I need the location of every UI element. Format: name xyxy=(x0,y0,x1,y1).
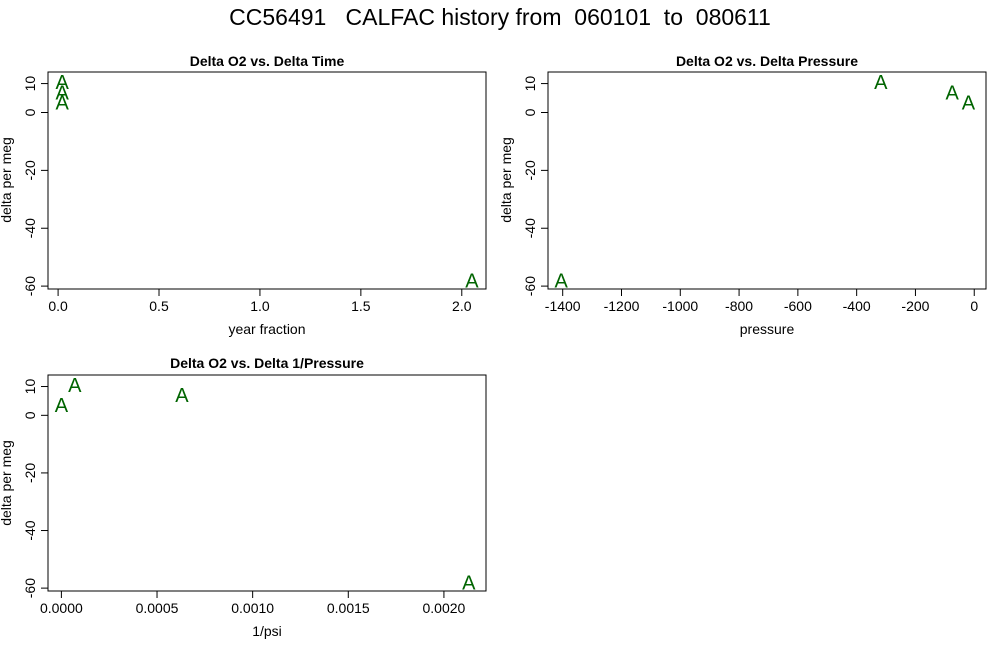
x-tick-label: 2.0 xyxy=(452,298,472,314)
data-point: A xyxy=(68,375,82,397)
y-tick-label: 0 xyxy=(522,108,538,116)
y-tick-label: -40 xyxy=(22,520,38,540)
data-point: A xyxy=(55,395,69,417)
plot-frame xyxy=(47,374,487,592)
y-tick-label: -60 xyxy=(22,276,38,296)
y-tick-label: -60 xyxy=(522,276,538,296)
x-tick-label: -400 xyxy=(843,298,871,314)
plot-frame xyxy=(547,71,987,290)
x-tick-label: 0.0000 xyxy=(40,600,83,616)
y-tick-label: -20 xyxy=(522,160,538,180)
x-tick-label: 0.0015 xyxy=(327,600,370,616)
chart-title: Delta O2 vs. Delta 1/Pressure xyxy=(170,355,364,371)
x-tick-label: 0.0010 xyxy=(231,600,274,616)
y-tick-label: -20 xyxy=(22,463,38,483)
data-point: A xyxy=(555,270,569,292)
x-tick-label: -200 xyxy=(901,298,929,314)
x-axis-label: year fraction xyxy=(228,321,305,337)
page-title: CC56491 CALFAC history from 060101 to 08… xyxy=(229,4,771,30)
y-axis-label: delta per meg xyxy=(0,137,14,223)
y-tick-label: -40 xyxy=(522,218,538,238)
data-point: A xyxy=(946,82,960,104)
x-tick-label: 0.0005 xyxy=(136,600,179,616)
x-axis-label: 1/psi xyxy=(252,623,282,639)
chart-title: Delta O2 vs. Delta Time xyxy=(190,53,345,69)
y-tick-label: -20 xyxy=(22,160,38,180)
data-point: A xyxy=(175,385,189,407)
x-tick-label: -800 xyxy=(725,298,753,314)
y-tick-label: 0 xyxy=(22,411,38,419)
y-tick-label: 10 xyxy=(22,379,38,395)
y-axis-label: delta per meg xyxy=(0,440,14,526)
x-tick-label: 0 xyxy=(970,298,978,314)
data-point: A xyxy=(55,92,69,114)
chart-title: Delta O2 vs. Delta Pressure xyxy=(676,53,858,69)
x-tick-label: 0.0020 xyxy=(423,600,466,616)
y-axis-label: delta per meg xyxy=(498,137,514,223)
data-point: A xyxy=(55,72,69,94)
data-point: A xyxy=(462,572,476,594)
x-tick-label: -1200 xyxy=(604,298,640,314)
chart-delta-time: Delta O2 vs. Delta Time year fraction de… xyxy=(0,53,487,337)
x-tick-label: 0.5 xyxy=(149,298,169,314)
data-point: A xyxy=(465,270,479,292)
y-tick-label: 10 xyxy=(522,76,538,92)
x-axis-label: pressure xyxy=(740,321,795,337)
x-tick-label: -1400 xyxy=(545,298,581,314)
chart-delta-pressure: Delta O2 vs. Delta Pressure pressure del… xyxy=(498,53,987,337)
x-tick-label: -600 xyxy=(784,298,812,314)
x-tick-label: 1.0 xyxy=(250,298,270,314)
data-point: A xyxy=(874,72,888,94)
x-tick-label: 0.0 xyxy=(48,298,68,314)
x-tick-label: 1.5 xyxy=(351,298,371,314)
chart-delta-inverse-pressure: Delta O2 vs. Delta 1/Pressure 1/psi delt… xyxy=(0,355,487,639)
y-tick-label: -60 xyxy=(22,578,38,598)
y-tick-label: -40 xyxy=(22,218,38,238)
data-point: A xyxy=(55,82,69,104)
y-tick-label: 10 xyxy=(22,76,38,92)
data-point: A xyxy=(962,92,976,114)
x-tick-label: -1000 xyxy=(662,298,698,314)
y-tick-label: 0 xyxy=(22,108,38,116)
